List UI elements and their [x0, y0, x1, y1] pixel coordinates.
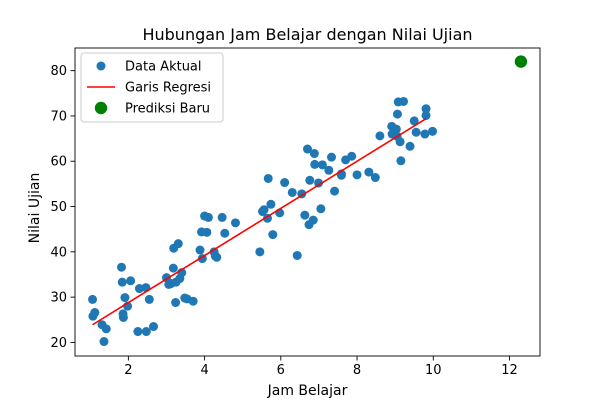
- data-point: [420, 129, 430, 139]
- y-tick-label: 50: [50, 200, 67, 215]
- data-point: [126, 276, 136, 286]
- data-point: [399, 96, 409, 106]
- data-point: [396, 156, 406, 166]
- data-point: [392, 109, 402, 119]
- x-axis-label: Jam Belajar: [267, 383, 348, 399]
- legend-label: Data Aktual: [125, 60, 202, 75]
- axes: 2 4 6 8 10 12 20 30 40 50 60 70 80: [50, 47, 541, 378]
- data-point: [195, 245, 205, 255]
- data-point: [375, 131, 385, 141]
- data-point: [347, 151, 357, 161]
- data-point: [120, 293, 130, 303]
- data-point: [144, 294, 154, 304]
- regression-line: [92, 117, 427, 326]
- legend: Data Aktual Garis Regresi Prediksi Baru: [80, 52, 224, 123]
- data-point: [352, 170, 362, 180]
- data-point: [90, 308, 100, 318]
- data-point: [88, 294, 98, 304]
- data-point: [391, 124, 401, 134]
- data-point: [327, 152, 337, 162]
- legend-box: [80, 52, 224, 123]
- data-point: [421, 110, 431, 120]
- data-point: [173, 239, 183, 249]
- y-tick-label: 80: [50, 64, 67, 79]
- data-point: [117, 277, 127, 287]
- data-point: [168, 263, 178, 273]
- y-tick-label: 40: [50, 245, 67, 260]
- data-point: [203, 212, 213, 222]
- y-axis-label: Nilai Ujian: [27, 173, 43, 244]
- legend-label: Garis Regresi: [125, 81, 211, 96]
- data-point: [217, 212, 227, 222]
- data-point: [428, 126, 438, 136]
- axes-frame: [74, 47, 541, 357]
- x-tick-label: 4: [200, 363, 208, 378]
- legend-marker-swatch: [96, 61, 106, 71]
- data-point: [230, 218, 240, 228]
- data-point: [395, 137, 405, 147]
- data-point: [263, 173, 273, 183]
- data-point: [370, 173, 380, 183]
- data-point: [308, 215, 318, 225]
- data-point: [171, 298, 181, 308]
- data-point: [405, 141, 415, 151]
- data-point: [259, 205, 269, 215]
- data-point: [118, 313, 128, 322]
- data-point: [287, 187, 297, 197]
- data-point: [149, 322, 159, 332]
- x-tick-label: 6: [277, 363, 285, 378]
- data-point: [421, 104, 431, 114]
- y-tick-label: 20: [50, 336, 67, 351]
- data-point: [300, 210, 310, 220]
- data-point: [268, 230, 278, 240]
- x-tick-label: 2: [124, 363, 132, 378]
- data-point: [141, 327, 151, 337]
- data-point: [220, 228, 230, 238]
- data-point: [314, 178, 324, 188]
- data-point: [280, 178, 290, 188]
- data-point: [409, 116, 419, 126]
- chart-title: Hubungan Jam Belajar dengan Nilai Ujian: [142, 25, 472, 44]
- data-point: [310, 159, 320, 169]
- y-tick-label: 60: [50, 155, 67, 170]
- legend-label: Prediksi Baru: [125, 102, 210, 117]
- data-point: [411, 127, 421, 137]
- data-point: [99, 337, 109, 347]
- x-tick-label: 8: [353, 363, 361, 378]
- data-point: [202, 227, 212, 237]
- x-tick-label: 10: [425, 363, 442, 378]
- data-point: [101, 324, 111, 334]
- data-point: [117, 262, 126, 272]
- data-point: [316, 204, 326, 214]
- plot-area: [88, 55, 528, 347]
- data-point: [309, 149, 319, 159]
- data-point: [305, 175, 315, 185]
- data-point: [292, 250, 302, 260]
- x-tick-label: 12: [501, 363, 518, 378]
- data-point: [317, 160, 327, 170]
- data-point: [303, 144, 312, 154]
- data-point: [266, 199, 276, 209]
- data-point: [133, 327, 143, 337]
- data-point: [364, 167, 374, 177]
- data-point: [255, 247, 265, 257]
- y-tick-label: 30: [50, 291, 67, 306]
- legend-marker-swatch: [94, 101, 108, 115]
- prediction-point: [514, 55, 528, 68]
- y-tick-label: 70: [50, 109, 67, 124]
- data-point: [324, 165, 334, 175]
- data-point: [212, 252, 222, 262]
- data-point: [330, 186, 340, 196]
- data-point: [188, 296, 198, 306]
